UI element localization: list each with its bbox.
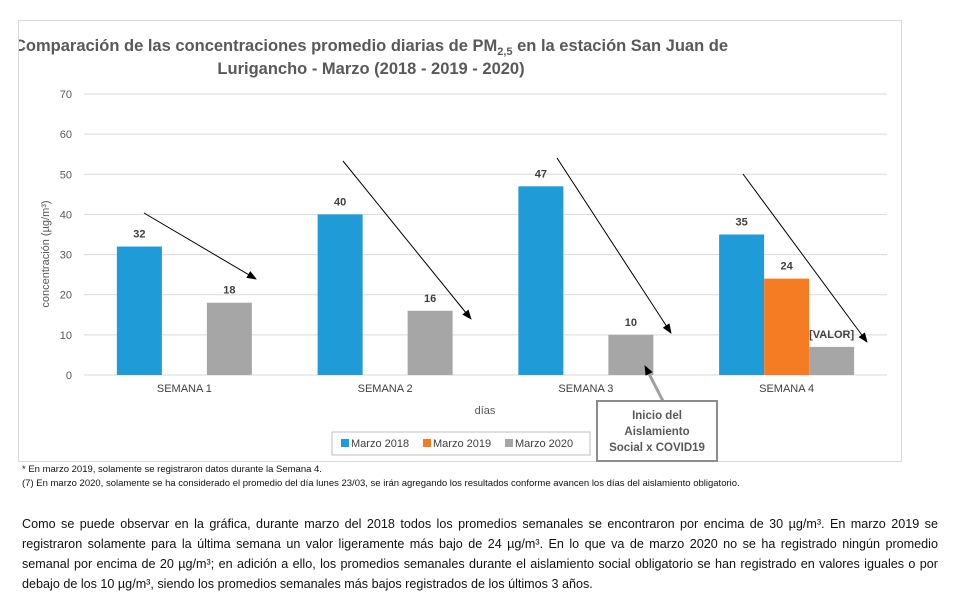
trend-arrow-week2: [342, 160, 472, 320]
chart-frame: Comparación de las concentraciones prome…: [18, 20, 902, 462]
trend-arrow-week1: [143, 212, 257, 280]
y-tick-label: 10: [60, 330, 72, 342]
bar-marzo-2018-4: [719, 234, 765, 375]
trend-arrow-week3: [556, 157, 672, 334]
data-label: 40: [334, 196, 346, 208]
x-tick-label: SEMANA 2: [358, 383, 413, 395]
y-tick-label: 60: [60, 129, 72, 141]
legend: Marzo 2018 Marzo 2019 Marzo 2020: [331, 431, 591, 456]
chart-svg: Comparación de las concentraciones prome…: [19, 37, 887, 462]
data-label: 32: [133, 229, 145, 241]
legend-swatch: [505, 439, 513, 447]
y-tick-label: 70: [60, 89, 72, 101]
data-label: [VALOR]: [809, 329, 854, 341]
trend-arrows: [143, 157, 868, 402]
callout-pointer: [643, 365, 665, 402]
body-paragraph: Como se puede observar en la gráfica, du…: [22, 517, 938, 591]
y-tick-label: 0: [66, 370, 72, 382]
data-label: 35: [736, 217, 748, 229]
y-axis-title: concentración (µg/m³): [40, 200, 52, 307]
bar-marzo-2020-2: [407, 310, 453, 375]
x-axis-title: días: [475, 405, 496, 417]
legend-item-label: Marzo 2018: [351, 438, 409, 450]
chart-title-line1: Comparación de las concentraciones prome…: [19, 37, 728, 58]
x-tick-label: SEMANA 1: [157, 383, 212, 395]
data-label: 16: [424, 293, 436, 305]
legend-item-label: Marzo 2020: [515, 438, 573, 450]
callout-line-3: Social x COVID19: [609, 442, 705, 454]
x-tick-label: SEMANA 3: [558, 383, 613, 395]
callout-box: Inicio del Aislamiento Social x COVID19: [596, 400, 718, 462]
bar-marzo-2018-2: [317, 214, 363, 375]
legend-swatch: [423, 439, 431, 447]
y-tick-label: 40: [60, 209, 72, 221]
data-label: 24: [781, 261, 794, 273]
data-label: 47: [535, 168, 547, 180]
chart-title-line2: Lurigancho - Marzo (2018 - 2019 - 2020): [217, 60, 524, 78]
y-tick-label: 30: [60, 250, 72, 262]
footnote-2: (7) En marzo 2020, solamente se ha consi…: [22, 478, 740, 489]
trend-arrow-week4: [742, 173, 868, 343]
x-tick-label: SEMANA 4: [759, 383, 814, 395]
y-tick-label: 20: [60, 290, 72, 302]
callout-line-1: Inicio del: [632, 410, 682, 422]
bar-marzo-2018-3: [518, 186, 564, 375]
callout-line-2: Aislamiento: [624, 426, 689, 438]
bar-marzo-2019-4: [764, 278, 810, 375]
bar-marzo-2020-1: [206, 302, 252, 375]
bar-marzo-2018-1: [116, 246, 162, 375]
y-tick-label: 50: [60, 169, 72, 181]
legend-swatch: [341, 439, 349, 447]
legend-item-label: Marzo 2019: [433, 438, 491, 450]
data-label: 18: [223, 285, 235, 297]
bar-marzo-2020-4: [809, 346, 855, 375]
footnotes: * En marzo 2019, solamente se registraro…: [22, 463, 922, 491]
data-label: 10: [625, 317, 637, 329]
footnote-1: * En marzo 2019, solamente se registraro…: [22, 464, 322, 475]
